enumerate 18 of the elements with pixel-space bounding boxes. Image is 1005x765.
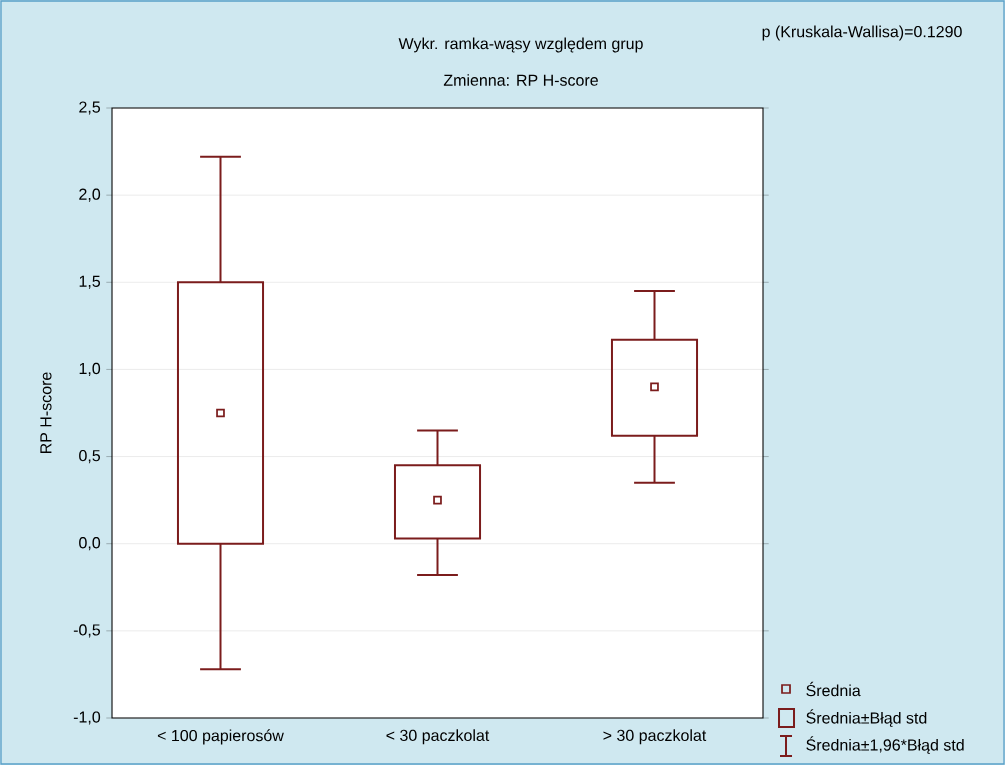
- text: p (Kruskala-Wallisa)=0.1290: [762, 25, 962, 41]
- x-tick-label: < 30 paczkolat: [386, 729, 490, 745]
- y-tick-label: 1,0: [79, 362, 101, 377]
- y-tick-label: -0,5: [73, 624, 101, 638]
- text: Średnia: [806, 681, 861, 697]
- text: Średnia±Błąd std: [806, 709, 927, 727]
- chart-title: Wykr. ramka-wąsy względem grup: [398, 37, 643, 53]
- text: Średnia±1,96*Błąd std: [806, 736, 964, 754]
- y-tick-label: 2,0: [79, 188, 101, 202]
- y-tick-label: 0,0: [79, 537, 101, 551]
- y-axis-title: RP H-score: [40, 372, 52, 454]
- x-tick-label: < 100 papierosów: [157, 729, 284, 745]
- x-tick-label: > 30 paczkolat: [603, 729, 707, 745]
- y-tick-label: 1,5: [79, 275, 101, 289]
- y-tick-label: -1,0: [73, 711, 101, 725]
- chart-subtitle: Zmienna: RP H-score: [443, 74, 598, 86]
- y-tick-label: 2,5: [79, 101, 101, 115]
- y-tick-label: 0,5: [79, 449, 101, 464]
